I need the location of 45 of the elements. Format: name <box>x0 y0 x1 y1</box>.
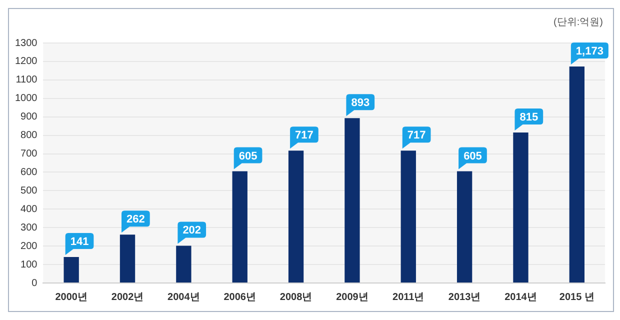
x-tick-label: 2004년 <box>168 292 200 303</box>
y-tick-label: 700 <box>20 148 38 160</box>
data-label: 893 <box>351 97 370 110</box>
data-label: 1,173 <box>576 45 604 58</box>
data-label: 262 <box>126 214 145 226</box>
y-tick-label: 0 <box>32 278 38 289</box>
x-tick-label: 2000년 <box>55 292 88 303</box>
bar <box>232 171 248 282</box>
bar <box>120 234 136 282</box>
x-tick-label: 2002년 <box>111 292 144 303</box>
data-label: 815 <box>520 112 538 124</box>
text: (단위:억원) <box>554 17 603 28</box>
y-tick-label: 1100 <box>16 74 38 86</box>
y-tick-label: 300 <box>20 222 38 234</box>
bar <box>569 66 584 282</box>
y-tick-label: 400 <box>20 204 38 215</box>
data-label: 202 <box>182 224 202 237</box>
bar <box>176 246 192 282</box>
data-label: 717 <box>295 130 314 142</box>
y-tick-label: 600 <box>20 166 38 178</box>
x-tick-label: 2006년 <box>224 292 256 303</box>
data-label: 717 <box>407 130 426 142</box>
y-tick-label: 800 <box>20 130 38 142</box>
y-tick-label: 1300 <box>14 38 38 49</box>
x-tick-label: 2013년 <box>448 292 481 303</box>
x-tick-label: 2015 년 <box>559 292 594 303</box>
bar <box>344 118 360 282</box>
x-tick-label: 2008년 <box>280 292 312 303</box>
data-label: 605 <box>464 150 482 162</box>
x-tick-label: 2014년 <box>504 292 537 303</box>
bar <box>513 132 528 282</box>
x-tick-label: 2009년 <box>336 292 368 303</box>
y-tick-label: 100 <box>20 259 38 270</box>
y-tick-label: 200 <box>20 240 38 252</box>
y-tick-label: 1000 <box>14 93 38 104</box>
y-tick-label: 1200 <box>14 56 38 68</box>
bar <box>288 150 304 282</box>
data-label: 605 <box>238 150 258 162</box>
x-tick-label: 2011년 <box>392 292 424 303</box>
data-label: 141 <box>70 236 89 248</box>
y-tick-label: 500 <box>20 185 38 196</box>
bar <box>400 150 416 282</box>
bar <box>456 171 472 282</box>
bar <box>64 256 79 282</box>
y-tick-label: 900 <box>20 112 38 123</box>
